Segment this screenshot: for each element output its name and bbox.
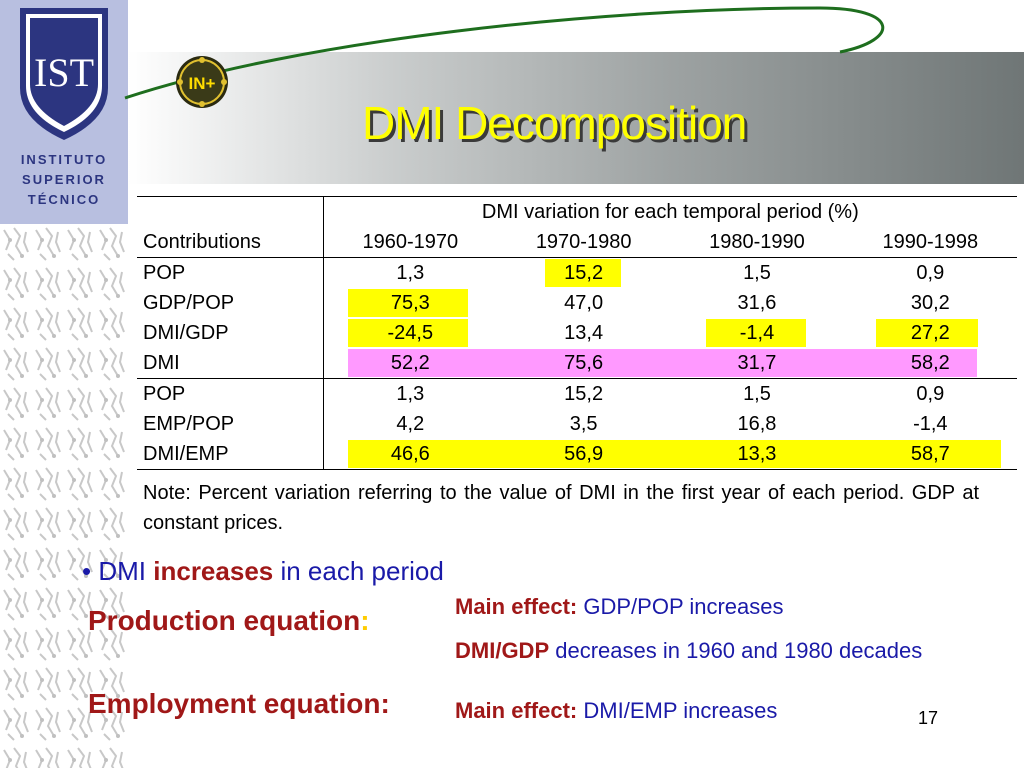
- table-cell: 47,0: [564, 292, 604, 314]
- shield-icon: IST: [20, 8, 108, 140]
- table-note: Note: Percent variation referring to the…: [143, 482, 979, 534]
- table-cell: 15,2: [497, 258, 670, 289]
- page-number: 17: [918, 708, 939, 728]
- decorative-curve: [124, 6, 885, 100]
- table-row: DMI/GDP -24,5 13,4 -1,4 27,2: [137, 318, 1017, 348]
- row-label: POP: [137, 378, 324, 409]
- row-label: DMI/GDP: [137, 318, 324, 348]
- table-cell: 3,5: [569, 413, 598, 435]
- employment-equation-label: Employment equation:: [88, 688, 390, 719]
- effect-2: DMI/GDP decreases in 1960 and 1980 decad…: [455, 638, 923, 663]
- effect-1: Main effect: GDP/POP increases: [455, 594, 784, 619]
- table-cell: 13,4: [564, 322, 604, 344]
- table-cell: 52,2: [323, 348, 497, 379]
- table-cell: -1,4: [913, 413, 948, 435]
- effect-3: Main effect: DMI/EMP increases: [455, 698, 778, 723]
- table-cell: -1,4: [670, 318, 843, 348]
- svg-text:IN+: IN+: [189, 74, 216, 93]
- table-cell: 0,9: [916, 383, 945, 405]
- row-label: DMI: [137, 348, 324, 379]
- row-label-header: Contributions: [137, 227, 324, 258]
- period-header: 1990-1998: [882, 231, 979, 253]
- row-label: GDP/POP: [137, 288, 324, 318]
- table-row: GDP/POP 75,3 47,0 31,6 30,2: [137, 288, 1017, 318]
- ist-logo: IST INSTITUTO SUPERIOR TÉCNICO: [0, 0, 128, 224]
- table-cell: 58,2: [843, 348, 1017, 379]
- table-cell: 31,7: [670, 348, 844, 379]
- table-cell: 1,3: [396, 262, 425, 284]
- table-cell: 75,3: [323, 288, 497, 318]
- table-cell: 30,2: [910, 292, 950, 314]
- bullet-strong: increases: [153, 556, 274, 586]
- table-row: POP 1,3 15,2 1,5 0,9: [137, 378, 1017, 409]
- table-cell: 27,2: [844, 318, 1017, 348]
- table-cell: 15,2: [564, 383, 604, 405]
- period-header: 1960-1970: [362, 231, 459, 253]
- table-cell: 13,3: [670, 439, 844, 470]
- table-cell: -24,5: [323, 318, 497, 348]
- bullet-point: • DMI increases in each period: [82, 556, 444, 587]
- table-row: EMP/POP 4,2 3,5 16,8 -1,4: [137, 409, 1017, 439]
- row-label: DMI/EMP: [137, 439, 324, 470]
- logo-line-2: SUPERIOR: [22, 172, 106, 187]
- group-header: DMI variation for each temporal period (…: [481, 201, 859, 223]
- table-cell: 1,5: [743, 262, 771, 284]
- svg-text:IST: IST: [34, 50, 94, 95]
- sidebar: IST INSTITUTO SUPERIOR TÉCNICO: [0, 0, 128, 768]
- dmi-table: DMI variation for each temporal period (…: [137, 196, 1017, 470]
- row-label: POP: [137, 257, 324, 288]
- bullet-post: in each period: [280, 556, 444, 586]
- table-cell: 46,6: [323, 439, 497, 470]
- bullet-pre: DMI: [98, 556, 147, 586]
- period-header: 1980-1990: [709, 231, 805, 253]
- table-cell: 1,5: [743, 383, 771, 405]
- header-band: [128, 52, 1024, 184]
- table-cell: 4,2: [396, 413, 425, 435]
- page-title: DMI Decomposition: [362, 97, 747, 149]
- in-plus-badge-icon: IN+: [176, 56, 228, 108]
- table-row: DMI/EMP 46,6 56,9 13,3 58,7: [137, 439, 1017, 470]
- table-row: POP 1,3 15,2 1,5 0,9: [137, 257, 1017, 289]
- table-cell: 75,6: [496, 348, 671, 379]
- table-cell: 16,8: [737, 413, 777, 435]
- table-cell: 1,3: [396, 383, 425, 405]
- table-cell: 56,9: [496, 439, 671, 470]
- bullet-marker: •: [82, 556, 92, 586]
- decorative-pattern: [0, 224, 128, 768]
- table-header-row: Contributions 1960-1970 1970-1980 1980-1…: [137, 227, 1017, 258]
- table-cell: 58,7: [843, 439, 1017, 470]
- logo-line-3: TÉCNICO: [27, 192, 101, 207]
- table-group-header-row: DMI variation for each temporal period (…: [137, 196, 1017, 227]
- row-label: EMP/POP: [137, 409, 324, 439]
- period-header: 1970-1980: [535, 231, 632, 253]
- logo-line-1: INSTITUTO: [20, 152, 108, 167]
- production-equation-label: Production equation:: [88, 605, 370, 636]
- table-cell: 0,9: [916, 262, 945, 284]
- table-cell: 31,6: [737, 292, 777, 314]
- table-row: DMI 52,2 75,6 31,7 58,2: [137, 348, 1017, 379]
